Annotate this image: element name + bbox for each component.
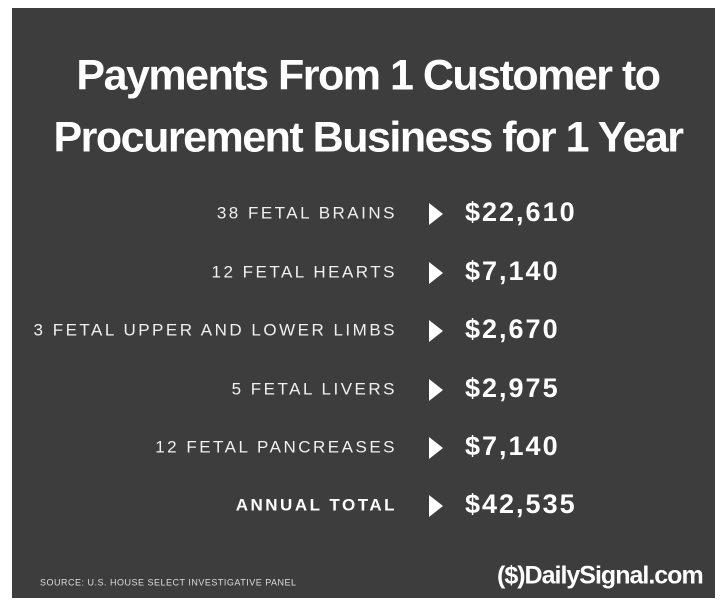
row-label: 12 FETAL HEARTS xyxy=(211,262,397,281)
arrow xyxy=(429,203,443,225)
arrow xyxy=(429,379,443,401)
arrow xyxy=(429,495,443,517)
arrow xyxy=(429,262,443,284)
title-line: Payments From 1 Customer to xyxy=(76,51,659,99)
arrow xyxy=(429,437,443,459)
row-amount: $42,535 xyxy=(465,489,577,519)
row-amount: $7,140 xyxy=(465,256,560,286)
title-line: Procurement Business for 1 Year xyxy=(53,113,684,161)
row-amount: $7,140 xyxy=(465,431,560,461)
row-label: 3 FETAL UPPER AND LOWER LIMBS xyxy=(34,320,397,339)
arrow xyxy=(429,320,443,342)
row-label: ANNUAL TOTAL xyxy=(236,495,397,514)
panel xyxy=(12,8,715,598)
row-label: 38 FETAL BRAINS xyxy=(217,203,397,222)
row-amount: $22,610 xyxy=(465,197,577,227)
row-label: 12 FETAL PANCREASES xyxy=(155,437,397,456)
source: SOURCE: U.S. HOUSE SELECT INVESTIGATIVE … xyxy=(40,577,297,587)
row-amount: $2,670 xyxy=(465,314,560,344)
row-label: 5 FETAL LIVERS xyxy=(232,379,397,398)
brand: ($)DailySignal.com xyxy=(497,562,703,590)
row-amount: $2,975 xyxy=(465,373,560,403)
